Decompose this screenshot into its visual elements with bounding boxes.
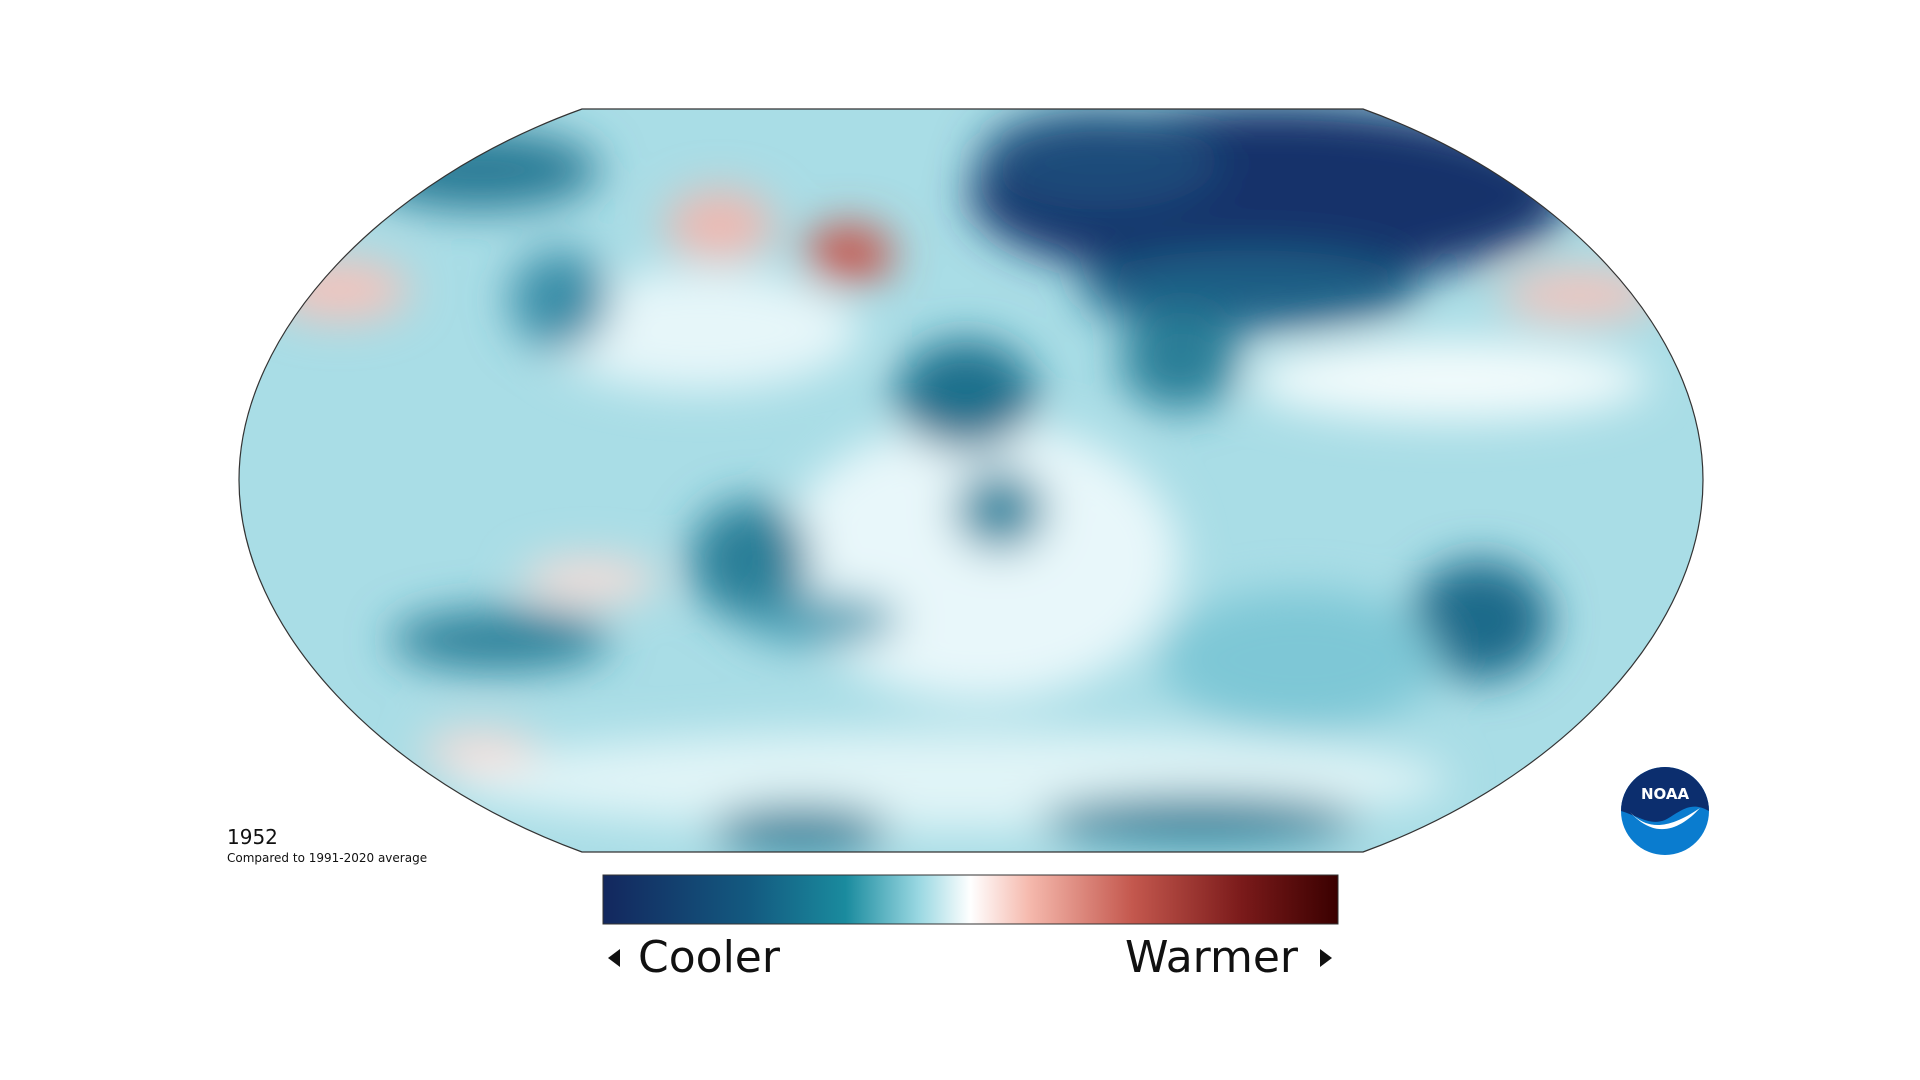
warmer-label: Warmer <box>1125 932 1299 983</box>
color-scale <box>602 874 1339 925</box>
left-arrow <box>608 949 620 967</box>
cooler-label: Cooler <box>638 932 781 983</box>
baseline-caption: Compared to 1991-2020 average <box>227 851 427 865</box>
right-arrow <box>1320 949 1332 967</box>
noaa-logo: NOAA <box>1621 767 1709 855</box>
anomaly-map <box>239 109 1703 852</box>
map-outline <box>238 108 1704 853</box>
logo-text: NOAA <box>1641 785 1690 803</box>
year-label: 1952 <box>227 825 278 849</box>
